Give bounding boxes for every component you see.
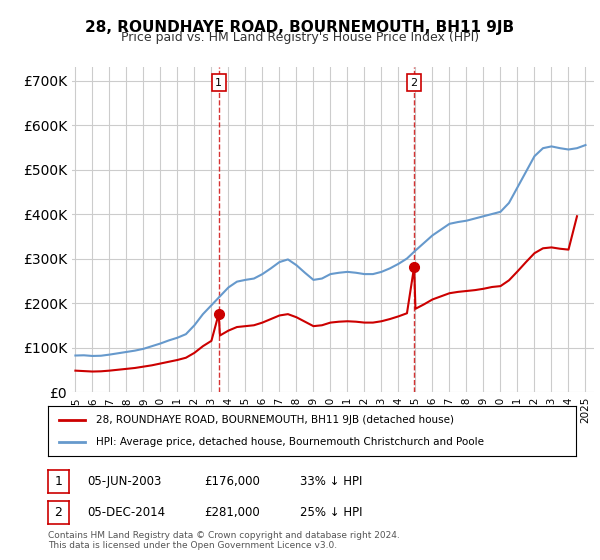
Text: 2: 2 <box>55 506 62 519</box>
Text: 05-DEC-2014: 05-DEC-2014 <box>87 506 165 519</box>
Text: 25% ↓ HPI: 25% ↓ HPI <box>300 506 362 519</box>
Text: £281,000: £281,000 <box>204 506 260 519</box>
Text: 28, ROUNDHAYE ROAD, BOURNEMOUTH, BH11 9JB (detached house): 28, ROUNDHAYE ROAD, BOURNEMOUTH, BH11 9J… <box>95 415 454 425</box>
Text: HPI: Average price, detached house, Bournemouth Christchurch and Poole: HPI: Average price, detached house, Bour… <box>95 437 484 447</box>
Text: Price paid vs. HM Land Registry's House Price Index (HPI): Price paid vs. HM Land Registry's House … <box>121 31 479 44</box>
Text: 1: 1 <box>215 78 222 88</box>
Text: 28, ROUNDHAYE ROAD, BOURNEMOUTH, BH11 9JB: 28, ROUNDHAYE ROAD, BOURNEMOUTH, BH11 9J… <box>85 20 515 35</box>
Text: 33% ↓ HPI: 33% ↓ HPI <box>300 475 362 488</box>
Text: Contains HM Land Registry data © Crown copyright and database right 2024.
This d: Contains HM Land Registry data © Crown c… <box>48 530 400 550</box>
Text: 2: 2 <box>410 78 418 88</box>
Text: £176,000: £176,000 <box>204 475 260 488</box>
Text: 05-JUN-2003: 05-JUN-2003 <box>87 475 161 488</box>
Text: 1: 1 <box>55 475 62 488</box>
